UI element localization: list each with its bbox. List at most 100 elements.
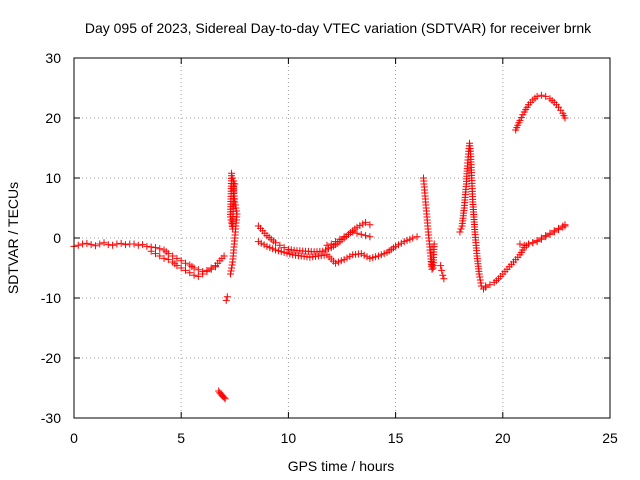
data-point-marker — [156, 245, 164, 253]
data-point-marker — [79, 240, 87, 248]
x-tick-label: 5 — [177, 430, 185, 446]
data-point-marker — [332, 238, 340, 246]
data-point-marker — [332, 259, 340, 267]
data-point-marker — [319, 247, 327, 255]
y-tick-label: -30 — [41, 410, 61, 426]
data-point-marker — [322, 246, 330, 254]
data-point-marker — [121, 241, 129, 249]
data-point-marker — [324, 245, 332, 253]
data-point-marker — [340, 233, 348, 241]
data-point-marker — [272, 239, 280, 247]
data-point-marker — [357, 230, 365, 238]
data-point-marker — [177, 257, 185, 265]
data-point-marker — [277, 248, 285, 256]
x-axis-label: GPS time / hours — [288, 458, 395, 474]
data-point-marker — [186, 269, 194, 277]
data-point-marker — [542, 92, 550, 100]
data-point-marker — [438, 266, 446, 274]
data-point-marker — [143, 242, 151, 250]
data-point-marker — [228, 261, 236, 269]
x-tick-label: 25 — [602, 430, 618, 446]
data-point-marker — [374, 252, 382, 260]
data-point-marker — [337, 257, 345, 265]
data-point-marker — [409, 234, 417, 242]
data-point-marker — [220, 252, 228, 260]
data-point-marker — [550, 227, 558, 235]
data-point-marker — [227, 216, 235, 224]
data-point-marker — [366, 254, 374, 262]
data-point-marker — [357, 250, 365, 258]
data-point-marker — [169, 252, 177, 260]
data-point-marker — [276, 241, 284, 249]
data-point-marker — [100, 239, 108, 247]
data-point-marker — [257, 239, 265, 247]
data-point-marker — [87, 241, 95, 249]
data-point-marker — [377, 251, 385, 259]
data-point-marker — [353, 223, 361, 231]
data-point-marker — [260, 241, 268, 249]
y-tick-label: 0 — [53, 230, 61, 246]
data-point-marker — [397, 239, 405, 247]
data-point-marker — [222, 296, 230, 304]
data-point-marker — [457, 225, 465, 233]
data-point-marker — [476, 273, 484, 281]
data-point-marker — [327, 240, 335, 248]
data-point-marker — [394, 241, 402, 249]
data-point-marker — [221, 395, 229, 403]
y-tick-label: -10 — [41, 290, 61, 306]
data-point-marker — [366, 221, 374, 229]
data-point-marker — [537, 91, 545, 99]
data-point-marker — [413, 233, 421, 241]
data-point-marker — [283, 249, 291, 257]
data-point-marker — [561, 221, 569, 229]
data-point-marker — [369, 254, 377, 262]
data-point-marker — [156, 252, 164, 260]
data-point-marker — [344, 230, 352, 238]
data-point-marker — [230, 177, 238, 185]
data-point-marker — [203, 268, 211, 276]
data-point-marker — [520, 241, 528, 249]
data-point-marker — [194, 272, 202, 280]
data-point-marker — [190, 264, 198, 272]
data-point-marker — [104, 241, 112, 249]
data-point-marker — [227, 267, 235, 275]
data-point-marker — [346, 252, 354, 260]
data-point-marker — [228, 264, 236, 272]
data-point-marker — [516, 240, 524, 248]
x-tick-label: 10 — [281, 430, 297, 446]
data-point-marker — [561, 114, 569, 122]
x-tick-label: 0 — [70, 430, 78, 446]
data-point-marker — [439, 271, 447, 279]
data-point-marker — [194, 266, 202, 274]
data-point-marker — [220, 394, 228, 402]
data-point-marker — [228, 219, 236, 227]
data-point-marker — [340, 256, 348, 264]
y-tick-label: 30 — [45, 50, 61, 66]
data-point-marker — [269, 245, 277, 253]
data-point-marker — [91, 242, 99, 250]
data-point-marker — [177, 264, 185, 272]
data-point-marker — [147, 247, 155, 255]
x-tick-label: 15 — [388, 430, 404, 446]
data-point-marker — [280, 248, 288, 256]
data-point-marker — [96, 240, 104, 248]
x-tick-label: 20 — [495, 430, 511, 446]
data-point-marker — [555, 224, 563, 232]
data-point-marker — [190, 271, 198, 279]
data-point-marker — [362, 232, 370, 240]
data-point-marker — [272, 246, 280, 254]
data-point-marker — [353, 229, 361, 237]
data-point-marker — [542, 232, 550, 240]
data-point-marker — [400, 238, 408, 246]
data-point-marker — [533, 92, 541, 100]
data-point-marker — [130, 240, 138, 248]
data-point-marker — [437, 262, 445, 270]
data-point-marker — [173, 254, 181, 262]
data-point-marker — [537, 234, 545, 242]
data-point-marker — [199, 270, 207, 278]
data-point-marker — [546, 229, 554, 237]
data-point-marker — [477, 279, 485, 287]
data-point-marker — [363, 253, 371, 261]
data-point-marker — [392, 242, 400, 250]
